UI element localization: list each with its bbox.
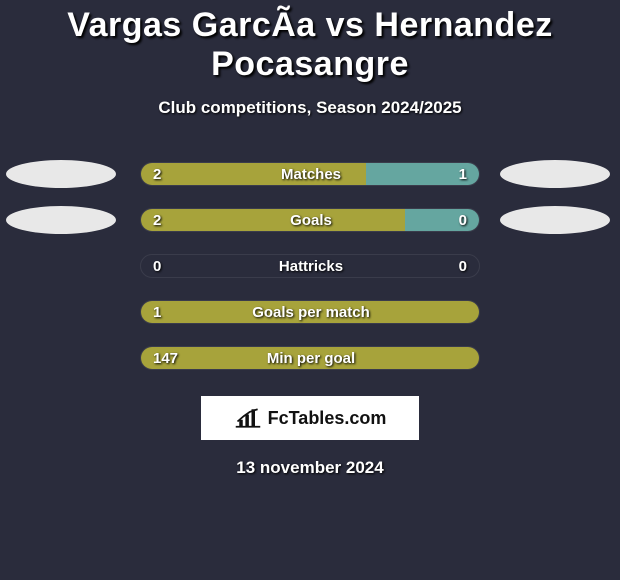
stat-bar-track: 1Goals per match [140, 300, 480, 324]
stat-label: Hattricks [141, 255, 480, 278]
stat-bar-left [141, 163, 366, 186]
player-avatar-right [500, 206, 610, 234]
stat-bar-track: 147Min per goal [140, 346, 480, 370]
stat-value-left: 1 [153, 301, 161, 324]
page-title: Vargas GarcÃa vs Hernandez Pocasangre [0, 6, 620, 84]
site-logo-text: FcTables.com [268, 408, 387, 429]
stat-value-left: 2 [153, 163, 161, 186]
stat-value-left: 0 [153, 255, 161, 278]
stats-rows: 21Matches20Goals00Hattricks1Goals per ma… [0, 152, 620, 382]
stat-bar-track: 21Matches [140, 162, 480, 186]
player-avatar-left [6, 160, 116, 188]
stat-row: 147Min per goal [0, 336, 620, 382]
stat-bar-right [405, 209, 479, 232]
stat-value-left: 2 [153, 209, 161, 232]
stat-value-right: 0 [459, 209, 467, 232]
stat-row: 1Goals per match [0, 290, 620, 336]
stat-value-right: 0 [459, 255, 467, 278]
stat-bar-track: 0 0Hattricks [140, 254, 480, 278]
date-stamp: 13 november 2024 [0, 458, 620, 478]
stat-value-left: 147 [153, 347, 178, 370]
comparison-card: Vargas GarcÃa vs Hernandez Pocasangre Cl… [0, 6, 620, 478]
stat-bar-track: 20Goals [140, 208, 480, 232]
stat-value-right: 1 [459, 163, 467, 186]
page-subtitle: Club competitions, Season 2024/2025 [0, 98, 620, 118]
stat-row: 20Goals [0, 198, 620, 244]
site-logo-box[interactable]: FcTables.com [201, 396, 419, 440]
stat-row: 21Matches [0, 152, 620, 198]
stat-bar-left [141, 301, 479, 324]
bar-chart-icon [234, 407, 262, 429]
player-avatar-right [500, 160, 610, 188]
stat-bar-left [141, 347, 479, 370]
stat-row: 0 0Hattricks [0, 244, 620, 290]
player-avatar-left [6, 206, 116, 234]
stat-bar-left [141, 209, 405, 232]
